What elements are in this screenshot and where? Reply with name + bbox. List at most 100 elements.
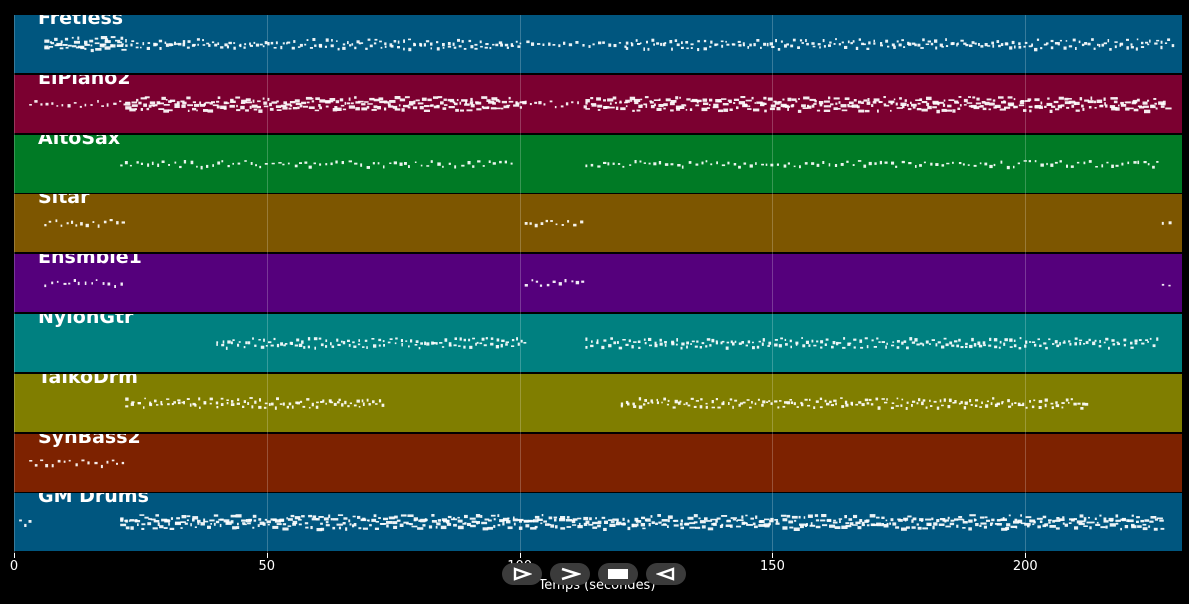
note [176, 517, 180, 520]
note [1095, 165, 1098, 168]
note [289, 100, 296, 104]
note [782, 104, 789, 108]
track-synbass2[interactable]: SynBass2 [14, 433, 1182, 492]
note [298, 519, 302, 521]
note [288, 402, 292, 406]
note [503, 105, 510, 108]
track-sitar[interactable]: Sitar [14, 194, 1182, 253]
note [77, 281, 80, 286]
note [228, 41, 232, 45]
note [344, 101, 347, 105]
note [857, 526, 862, 530]
track-altosax[interactable]: AltoSax [14, 134, 1182, 193]
note [938, 101, 944, 104]
note [1126, 46, 1129, 50]
fast-forward-button[interactable] [550, 563, 590, 585]
note [217, 161, 221, 165]
note [968, 95, 971, 98]
note [300, 400, 303, 403]
note [216, 405, 219, 409]
note [1109, 523, 1116, 527]
note [524, 100, 527, 104]
note [868, 161, 872, 165]
note [749, 163, 753, 168]
note [847, 103, 850, 106]
note [51, 102, 54, 105]
note [743, 44, 745, 47]
track-gm-drums[interactable]: GM Drums [14, 493, 1182, 552]
note [622, 518, 625, 522]
note [1154, 519, 1158, 522]
note [448, 342, 452, 346]
note [214, 43, 218, 47]
note [935, 162, 939, 166]
note [1001, 100, 1007, 104]
note [1072, 38, 1076, 42]
note [1150, 104, 1155, 107]
note [843, 337, 846, 340]
note [161, 519, 168, 522]
note [310, 526, 313, 530]
track-nylongtr[interactable]: NylonGtr [14, 314, 1182, 372]
track-taikodrm[interactable]: TaikoDrm [14, 373, 1182, 432]
note [871, 524, 878, 527]
note [1048, 338, 1051, 341]
tick-mark [14, 553, 15, 558]
note [1093, 47, 1096, 50]
note [400, 339, 403, 343]
note [861, 522, 865, 524]
note [625, 41, 629, 45]
note [197, 43, 199, 46]
note [1123, 343, 1126, 347]
note [168, 100, 172, 103]
note [1022, 402, 1025, 406]
note [951, 344, 955, 347]
note [901, 160, 905, 163]
stop-button[interactable] [598, 563, 638, 585]
track-ensmble1[interactable]: Ensmble1 [14, 254, 1182, 313]
note [1115, 106, 1120, 111]
play-button[interactable] [502, 563, 542, 585]
note [181, 401, 184, 404]
note [236, 402, 240, 405]
note [240, 101, 246, 104]
note [548, 524, 552, 526]
note [949, 341, 953, 345]
note [1144, 519, 1150, 523]
track-fretless[interactable]: Fretless [14, 15, 1182, 73]
note [760, 102, 765, 106]
note [859, 519, 863, 523]
note [857, 159, 862, 162]
note [885, 519, 888, 522]
note [125, 102, 131, 106]
note [1037, 338, 1040, 341]
note [603, 161, 607, 164]
note [1142, 527, 1148, 531]
note [674, 520, 679, 523]
note [189, 403, 192, 407]
note [1130, 346, 1134, 349]
note [1091, 38, 1094, 41]
note [695, 163, 699, 166]
note [816, 163, 820, 167]
rewind-button[interactable] [646, 563, 686, 585]
note [1052, 343, 1055, 345]
note [941, 345, 945, 349]
note [1001, 402, 1004, 405]
note [264, 162, 268, 165]
note [769, 520, 774, 523]
note [725, 524, 732, 528]
note [939, 518, 946, 521]
note [56, 42, 63, 46]
track-elpiano2[interactable]: ElPiano2 [14, 74, 1182, 133]
note [555, 223, 558, 226]
note [1000, 43, 1004, 46]
note [1093, 100, 1097, 103]
note [732, 43, 736, 46]
note [393, 40, 397, 43]
note [534, 101, 538, 104]
note [492, 43, 495, 46]
note [143, 406, 145, 409]
note [833, 520, 836, 522]
note [656, 398, 658, 401]
